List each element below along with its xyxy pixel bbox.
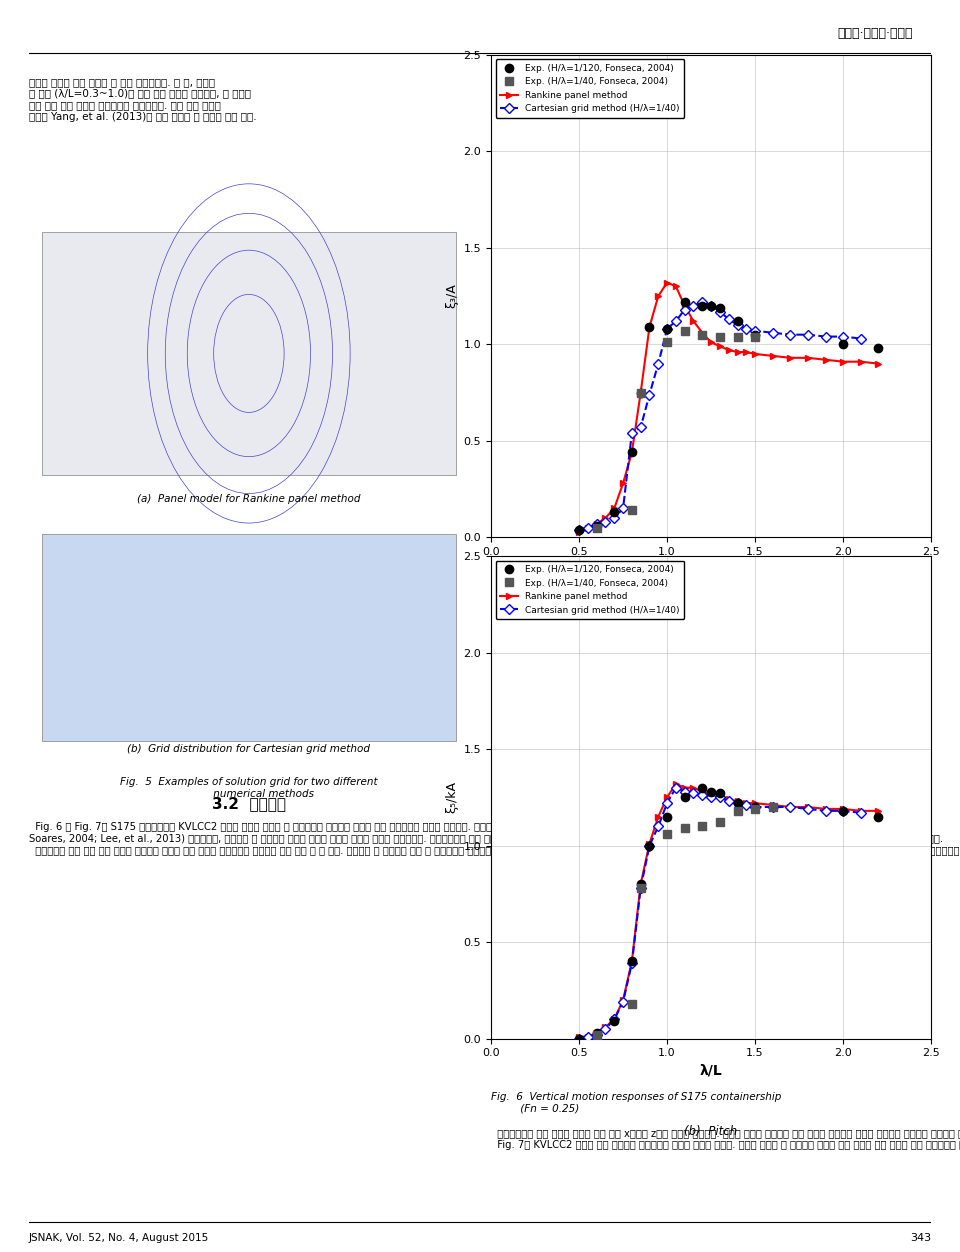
X-axis label: λ/L: λ/L bbox=[700, 562, 723, 577]
Text: Fig.  6  Vertical motion responses of S175 containership
         (Fn = 0.25): Fig. 6 Vertical motion responses of S175… bbox=[491, 1092, 781, 1113]
Text: 입사파 영역은 파장 길이의 두 배로 설정하였다. 이 때, 입사파
의 파장 (λ/L=0.3~1.0)에 따라 계산 영역이 달라지며, 각 파장에
따라: 입사파 영역은 파장 길이의 두 배로 설정하였다. 이 때, 입사파 의 파장… bbox=[29, 76, 256, 121]
Text: Fig. 6 와 Fig. 7은 S175 콘테이너선과 KVLCC2 선형에 대하여 선수파 중 상하동요와 종동요의 파장에 따른 운동응답을 계산한 결과: Fig. 6 와 Fig. 7은 S175 콘테이너선과 KVLCC2 선형에 … bbox=[29, 821, 960, 855]
X-axis label: λ/L: λ/L bbox=[700, 1064, 723, 1078]
FancyBboxPatch shape bbox=[42, 232, 456, 475]
Legend: Exp. (H/λ=1/120, Fonseca, 2004), Exp. (H/λ=1/40, Fonseca, 2004), Rankine panel m: Exp. (H/λ=1/120, Fonseca, 2004), Exp. (H… bbox=[495, 59, 684, 118]
Text: 343: 343 bbox=[910, 1233, 931, 1243]
Legend: Exp. (H/λ=1/120, Fonseca, 2004), Exp. (H/λ=1/40, Fonseca, 2004), Rankine panel m: Exp. (H/λ=1/120, Fonseca, 2004), Exp. (H… bbox=[495, 561, 684, 620]
Text: (b)  Pitch: (b) Pitch bbox=[684, 1126, 737, 1138]
Y-axis label: ξ₃/A: ξ₃/A bbox=[445, 284, 458, 308]
Y-axis label: ξ₅/kA: ξ₅/kA bbox=[445, 781, 458, 814]
Text: (a)  Panel model for Rankine panel method: (a) Panel model for Rankine panel method bbox=[137, 493, 361, 503]
Text: (a)  Heave: (a) Heave bbox=[681, 625, 742, 637]
Text: 3.2  운동해석: 3.2 운동해석 bbox=[212, 796, 286, 811]
Text: Fig.  5  Examples of solution grid for two different
         numerical methods: Fig. 5 Examples of solution grid for two… bbox=[120, 777, 377, 799]
Text: JSNAK, Vol. 52, No. 4, August 2015: JSNAK, Vol. 52, No. 4, August 2015 bbox=[29, 1233, 209, 1243]
Text: 양경규·서민국·김용환: 양경규·서민국·김용환 bbox=[838, 28, 913, 40]
Text: (b)  Grid distribution for Cartesian grid method: (b) Grid distribution for Cartesian grid… bbox=[128, 744, 371, 754]
FancyBboxPatch shape bbox=[42, 535, 456, 741]
Text: 직교격자법의 경우 파장과 파고에 따라 각각 x방향과 z방향 격자가 결정된다. 때문에 파고를 일정하게 하면 장파장 영역에서 격자의 종획비가 지나치: 직교격자법의 경우 파장과 파고에 따라 각각 x방향과 z방향 격자가 결정된… bbox=[491, 1128, 960, 1149]
